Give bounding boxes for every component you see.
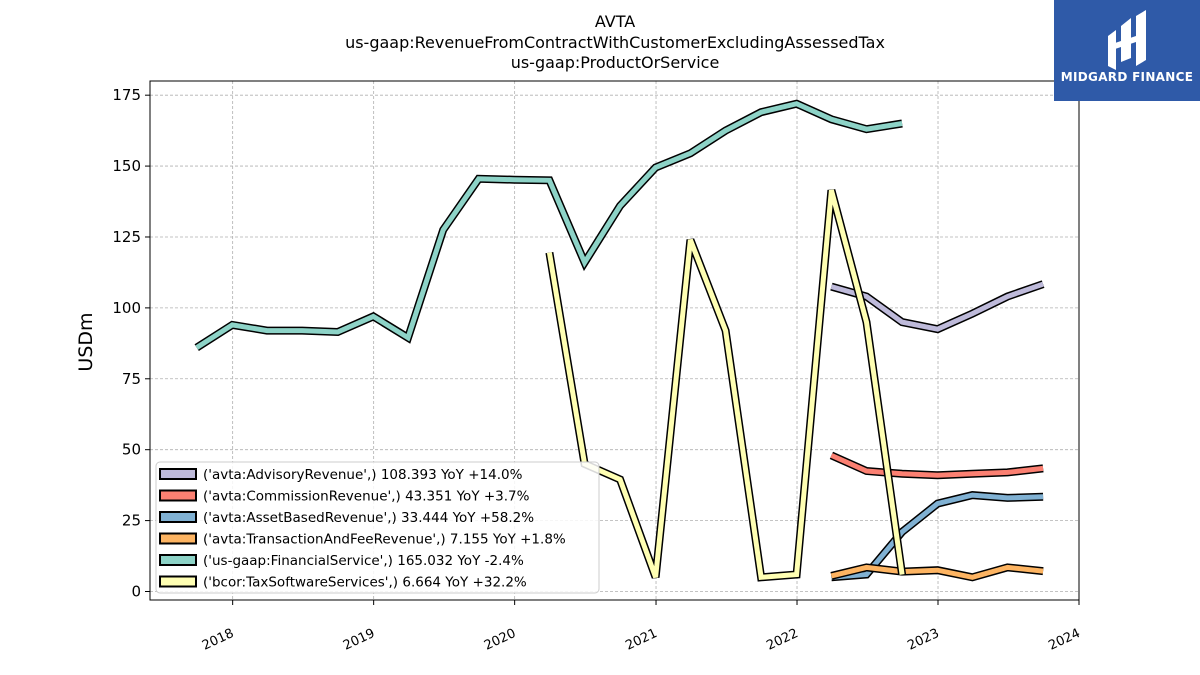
chart-title-line-2: us-gaap:RevenueFromContractWithCustomerE… <box>345 33 885 52</box>
y-tick-label: 125 <box>112 228 141 246</box>
series-stroke <box>195 101 903 350</box>
series-line-5 <box>545 189 907 582</box>
y-tick-label: 175 <box>112 86 141 104</box>
legend-label: ('avta:AdvisoryRevenue',) 108.393 YoY +1… <box>203 467 523 483</box>
series-stroke <box>546 189 905 580</box>
logo-wordmark: MIDGARD FINANCE <box>1061 70 1193 84</box>
y-tick-label: 0 <box>131 582 141 600</box>
x-tick-label: 2021 <box>623 626 659 654</box>
series-line-4 <box>194 99 903 351</box>
logo-mark-icon <box>1108 10 1146 70</box>
chart-title-line-3: us-gaap:ProductOrService <box>511 53 720 72</box>
x-axis-ticks: 2018 2019 2020 2021 2022 2023 2024 <box>200 600 1083 654</box>
legend-item: ('avta:CommissionRevenue',) 43.351 YoY +… <box>159 489 530 505</box>
legend-box <box>155 461 600 594</box>
series-stroke <box>830 564 1044 580</box>
x-tick-label: 2019 <box>341 626 377 654</box>
legend-swatch <box>159 554 197 566</box>
x-tick-label: 2018 <box>200 626 236 654</box>
legend: ('avta:AdvisoryRevenue',) 108.393 YoY +1… <box>155 461 600 594</box>
y-tick-label: 50 <box>122 441 141 459</box>
legend-item: ('us-gaap:FinancialService',) 165.032 Yo… <box>159 553 524 569</box>
y-axis-label: USDm <box>75 312 97 371</box>
legend-swatch <box>159 489 197 502</box>
legend-item: ('avta:TransactionAndFeeRevenue',) 7.155… <box>159 532 566 548</box>
plot-frame <box>149 80 1080 601</box>
legend-swatch <box>159 468 197 480</box>
series-stroke <box>830 281 1044 332</box>
series-lines <box>194 99 1045 582</box>
y-tick-label: 100 <box>112 299 141 317</box>
legend-label: ('bcor:TaxSoftwareServices',) 6.664 YoY … <box>203 575 527 591</box>
legend-item: ('bcor:TaxSoftwareServices',) 6.664 YoY … <box>159 575 527 591</box>
legend-swatch <box>159 511 197 523</box>
series-line-2 <box>831 491 1044 582</box>
series-outline <box>194 99 903 351</box>
legend-label: ('avta:CommissionRevenue',) 43.351 YoY +… <box>203 489 530 505</box>
series-line-1 <box>829 451 1044 480</box>
x-tick-label: 2023 <box>905 626 941 654</box>
legend-swatch <box>159 532 197 545</box>
y-tick-label: 75 <box>122 370 141 388</box>
y-tick-label: 150 <box>112 157 141 175</box>
y-tick-label: 25 <box>122 512 141 530</box>
legend-item: ('avta:AdvisoryRevenue',) 108.393 YoY +1… <box>159 467 523 483</box>
legend-label: ('us-gaap:FinancialService',) 165.032 Yo… <box>203 553 524 569</box>
series-line-3 <box>830 563 1044 582</box>
legend-label: ('avta:TransactionAndFeeRevenue',) 7.155… <box>203 532 566 548</box>
legend-label: ('avta:AssetBasedRevenue',) 33.444 YoY +… <box>203 510 534 526</box>
series-line-0 <box>830 280 1045 334</box>
legend-item: ('avta:AssetBasedRevenue',) 33.444 YoY +… <box>159 510 534 526</box>
x-tick-label: 2024 <box>1046 626 1082 654</box>
y-axis-ticks: 0 25 50 75 100 125 150 175 <box>112 86 150 600</box>
legend-swatch <box>159 575 197 588</box>
series-stroke <box>830 453 1044 478</box>
x-tick-label: 2022 <box>764 626 800 654</box>
x-tick-label: 2020 <box>482 626 518 654</box>
chart-title: AVTA us-gaap:RevenueFromContractWithCust… <box>345 12 885 72</box>
series-stroke <box>831 492 1044 580</box>
chart-title-line-1: AVTA <box>595 12 635 31</box>
midgard-finance-logo: MIDGARD FINANCE <box>1054 0 1200 101</box>
